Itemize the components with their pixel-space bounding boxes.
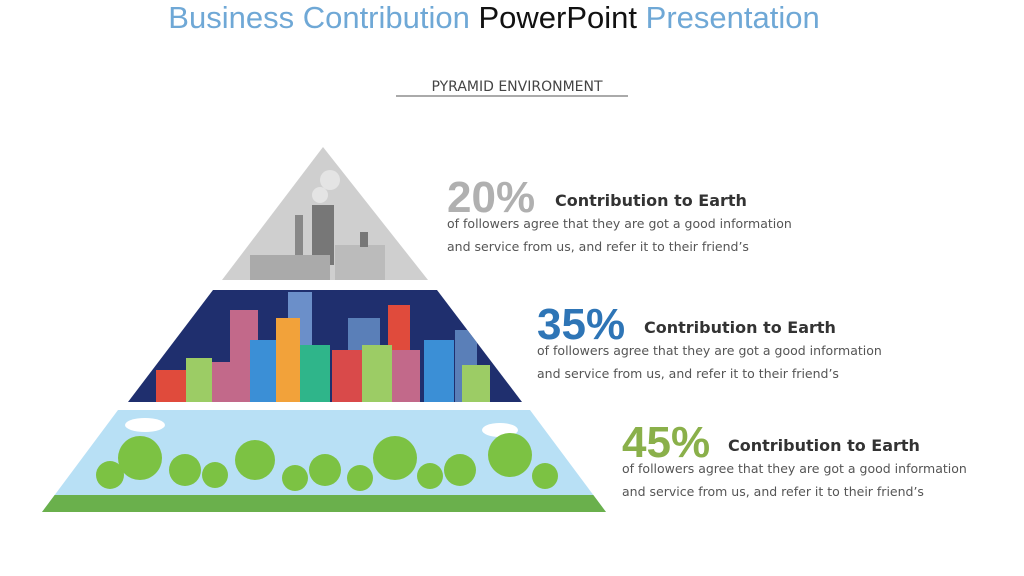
body-line: and service from us, and refer it to the… [447,239,749,254]
body-line: and service from us, and refer it to the… [622,484,924,499]
body-line: and service from us, and refer it to the… [537,366,839,381]
title-part: Business Contribution [168,0,470,35]
subtitle: PYRAMID ENVIRONMENT [431,79,603,95]
title-part: Presentation [646,0,820,35]
body-line: of followers agree that they are got a g… [622,461,967,476]
title-part: PowerPoint [478,0,637,35]
title: Business Contribution PowerPoint Present… [168,0,819,35]
item: 20% Contribution to Earth of followers a… [447,173,792,254]
percent: 20% [447,173,535,222]
percent: 45% [622,418,710,467]
item: 45% Contribution to Earth of followers a… [622,418,967,499]
body-line: of followers agree that they are got a g… [537,343,882,358]
heading: Contribution to Earth [555,191,747,210]
heading: Contribution to Earth [728,436,920,455]
pyramid-bottom [42,410,606,512]
percent: 35% [537,300,625,349]
body-line: of followers agree that they are got a g… [447,216,792,231]
pyramid-top [222,147,428,280]
heading: Contribution to Earth [644,318,836,337]
pyramid-middle [128,290,522,402]
item: 35% Contribution to Earth of followers a… [537,300,882,381]
